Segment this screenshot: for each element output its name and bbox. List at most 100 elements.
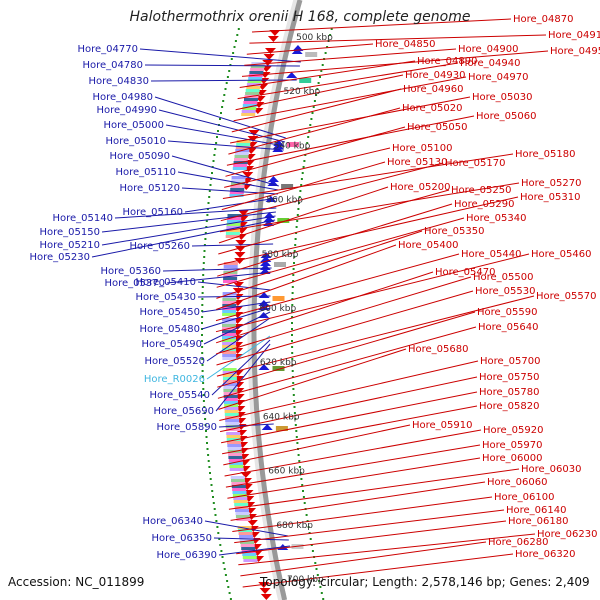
tick-dot — [295, 436, 298, 438]
tick-dot — [207, 202, 210, 204]
tick-dot — [299, 472, 302, 474]
tick-dot — [223, 568, 226, 570]
tick-dot — [294, 418, 297, 420]
leader-line — [197, 295, 271, 298]
minus-strand-gene-arrow — [269, 30, 281, 36]
gene-block — [235, 515, 250, 518]
gene-block — [228, 456, 243, 459]
gene-label: Hore_04910 — [548, 30, 600, 41]
tick-dot — [301, 172, 304, 174]
tick-dot — [202, 280, 204, 282]
tick-dot — [291, 376, 294, 378]
tick-dot — [318, 580, 321, 582]
tick-dot — [315, 568, 318, 570]
gene-block — [240, 544, 255, 547]
tick-dot — [300, 178, 303, 180]
gene-block — [223, 277, 238, 280]
tick-dot — [299, 190, 302, 192]
gene-label: Hore_05430 — [136, 292, 197, 303]
tick-dot — [201, 298, 204, 300]
tick-dot — [201, 310, 204, 312]
tick-dot — [222, 100, 225, 102]
tick-dot — [291, 298, 294, 300]
tick-dot — [298, 460, 301, 462]
tick-dot — [314, 562, 317, 564]
gene-block — [222, 292, 237, 295]
tick-dot — [214, 148, 217, 150]
gene-block — [225, 428, 240, 431]
gene-block — [230, 476, 245, 479]
tick-dot — [291, 304, 294, 306]
gene-block — [248, 77, 263, 80]
tick-dot — [291, 286, 294, 288]
tick-dot — [201, 352, 204, 354]
gene-label: Hore_05890 — [157, 422, 218, 433]
tick-dot — [292, 388, 295, 390]
tick-dot — [208, 196, 211, 198]
tick-dot — [291, 322, 293, 324]
gene-label: Hore_04970 — [468, 72, 529, 83]
leader-line — [184, 197, 278, 213]
gene-label: Hore_04780 — [83, 60, 144, 71]
leader-line — [217, 196, 519, 266]
gene-label: Hore_05350 — [424, 226, 485, 237]
leader-line — [222, 405, 478, 455]
tick-dot — [295, 232, 298, 234]
gene-label: Hore_04890 — [417, 56, 478, 67]
leader-line — [230, 481, 486, 521]
tick-label: 500 kbp — [296, 33, 333, 43]
leader-line — [220, 162, 444, 222]
tick-dot — [220, 550, 223, 552]
tick-dot — [291, 352, 294, 354]
leader-line — [218, 545, 290, 556]
gene-block — [222, 368, 237, 371]
leader-line — [150, 79, 297, 82]
gene-label: Hore_05060 — [476, 111, 537, 122]
leader-line — [240, 541, 487, 577]
tick-dot — [298, 196, 301, 198]
gene-label: Hore_04980 — [93, 92, 154, 103]
gene-label: Hore_05290 — [454, 199, 515, 210]
minus-strand-gene-arrow — [263, 54, 275, 60]
gene-block — [228, 459, 243, 462]
minus-strand-gene-arrow — [259, 588, 271, 594]
gene-label: Hore_05460 — [531, 249, 592, 260]
gene-block — [232, 494, 247, 497]
tick-label: 640 kbp — [263, 412, 300, 422]
gene-label: Hore_R0026 — [144, 374, 205, 385]
tick-dot — [204, 418, 207, 420]
gene-block — [250, 68, 265, 71]
leader-line — [154, 96, 286, 139]
leader-line — [215, 253, 530, 333]
tick-dot — [224, 574, 227, 576]
tick-dot — [212, 502, 215, 504]
gene-block — [223, 395, 238, 398]
tick-dot — [208, 190, 211, 192]
tick-label: 700 kbp — [287, 575, 324, 585]
leader-line — [166, 271, 272, 284]
tick-dot — [226, 580, 229, 582]
tick-dot — [215, 142, 218, 144]
gene-block — [227, 444, 242, 447]
gene-block — [281, 184, 294, 189]
tick-dot — [301, 484, 304, 486]
tick-dot — [292, 274, 295, 276]
gene-block — [236, 143, 251, 146]
gene-block — [223, 386, 238, 389]
gene-block — [251, 62, 266, 65]
minus-strand-gene-arrow — [240, 472, 252, 478]
tick-dot — [228, 70, 231, 72]
gene-block — [244, 98, 258, 101]
leader-line — [216, 290, 474, 366]
gene-label: Hore_05820 — [479, 401, 540, 412]
leader-line — [230, 96, 471, 144]
gene-block — [226, 226, 241, 229]
tick-dot — [203, 250, 206, 252]
gene-label: Hore_05750 — [479, 372, 540, 383]
tick-dot — [221, 106, 224, 108]
leader-line — [162, 267, 272, 272]
leader-line — [91, 219, 276, 258]
tick-dot — [302, 490, 304, 492]
gene-label: Hore_04990 — [97, 105, 158, 116]
